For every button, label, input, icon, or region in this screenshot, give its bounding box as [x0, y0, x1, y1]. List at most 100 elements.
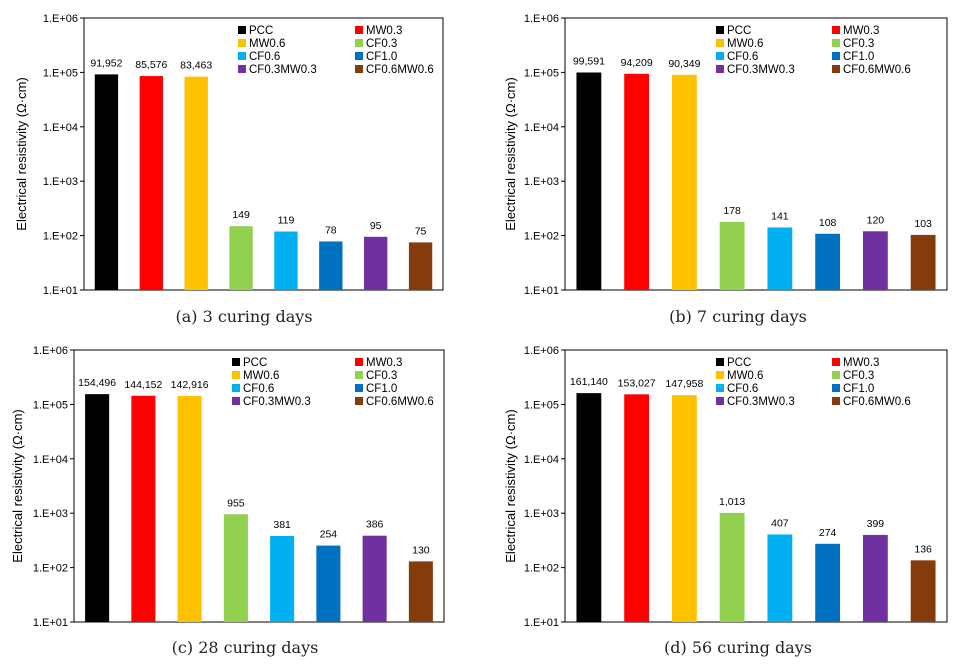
bar-mw0-3 — [131, 395, 156, 622]
legend-swatch — [832, 39, 840, 47]
legend-swatch — [832, 397, 840, 405]
legend-item: CF0.3MW0.3 — [716, 64, 795, 76]
legend-swatch — [832, 26, 840, 34]
bar-cf0-6 — [270, 535, 295, 622]
y-tick-label: 1.E+01 — [524, 285, 559, 297]
legend-item: MW0.6 — [716, 370, 763, 382]
legend-label: CF0.6MW0.6 — [843, 64, 911, 76]
legend-label: CF0.6MW0.6 — [366, 396, 434, 408]
legend-item: PCC — [232, 357, 267, 369]
legend-item: PCC — [238, 25, 273, 37]
legend-item: MW0.6 — [716, 38, 763, 50]
legend-item: CF0.6MW0.6 — [355, 396, 434, 408]
legend-item: CF0.3 — [832, 370, 874, 382]
legend-label: CF0.3 — [843, 38, 874, 50]
y-tick-label: 1.E+05 — [524, 399, 559, 411]
bar-mw0-6 — [184, 76, 208, 290]
legend-swatch — [716, 358, 724, 366]
legend-swatch — [355, 358, 363, 366]
y-tick-label: 1.E+01 — [43, 285, 78, 297]
legend-swatch — [232, 358, 240, 366]
bar-cf0-6mw0-6 — [408, 242, 433, 290]
legend-item: CF0.6 — [716, 383, 758, 395]
y-tick-label: 1.E+04 — [33, 454, 68, 466]
bar-mw0-3 — [624, 73, 650, 290]
legend-swatch — [832, 52, 840, 60]
data-label: 94,209 — [621, 57, 653, 69]
legend-label: CF1.0 — [843, 51, 874, 63]
legend-swatch — [238, 39, 246, 47]
chart-panel-3: 1.E+01 1.E+02 1.E+03 1.E+04 1.E+05 1.E+06 Elec… — [503, 345, 948, 657]
data-label: 153,027 — [618, 377, 656, 389]
data-label: 386 — [366, 519, 384, 531]
legend-label: CF0.6MW0.6 — [366, 64, 434, 76]
bar-cf0-6mw0-6 — [910, 560, 936, 622]
y-tick-label: 1.E+06 — [33, 345, 68, 357]
legend-label: MW0.6 — [727, 38, 763, 50]
y-tick-label: 1.E+06 — [524, 13, 559, 25]
legend-item: CF1.0 — [355, 51, 397, 63]
data-label: 178 — [723, 205, 741, 217]
legend-label: PCC — [249, 25, 273, 37]
legend-item: CF1.0 — [355, 383, 397, 395]
bar-cf0-6mw0-6 — [910, 234, 936, 290]
y-tick-label: 1.E+03 — [524, 508, 559, 520]
y-tick-label: 1.E+06 — [524, 345, 559, 357]
data-label: 955 — [227, 497, 245, 509]
legend-item: CF0.6 — [232, 383, 274, 395]
legend-label: CF1.0 — [843, 383, 874, 395]
bar-pcc — [576, 72, 602, 290]
data-label: 274 — [819, 527, 837, 539]
y-tick-label: 1.E+04 — [524, 454, 559, 466]
plot-area-frame — [564, 349, 948, 623]
data-label: 75 — [415, 225, 427, 237]
panel-caption: (b) 7 curing days — [669, 307, 807, 326]
bar-mw0-6 — [671, 74, 697, 291]
bar-cf0-3mw0-3 — [364, 236, 388, 290]
y-tick-label: 1.E+03 — [43, 176, 78, 188]
legend-swatch — [716, 397, 724, 405]
bar-mw0-6 — [177, 395, 202, 622]
legend-swatch — [355, 384, 363, 392]
legend-label: CF0.6 — [727, 51, 758, 63]
data-label: 90,349 — [668, 58, 700, 70]
legend-label: PCC — [243, 357, 267, 369]
legend-swatch — [716, 26, 724, 34]
legend-item: MW0.6 — [238, 38, 285, 50]
legend-swatch — [238, 52, 246, 60]
legend-label: MW0.6 — [243, 370, 279, 382]
data-label: 99,591 — [573, 55, 605, 67]
legend-label: CF0.3MW0.3 — [727, 396, 795, 408]
y-tick-label: 1.E+05 — [33, 399, 68, 411]
legend-swatch — [232, 397, 240, 405]
legend-swatch — [355, 371, 363, 379]
data-label: 147,958 — [665, 378, 703, 390]
data-label: 399 — [867, 518, 885, 530]
data-label: 161,140 — [570, 376, 608, 388]
chart-panel-1: 1.E+01 1.E+02 1.E+03 1.E+04 1.E+05 1.E+06 Elec… — [503, 13, 948, 326]
panel-caption: (a) 3 curing days — [175, 307, 312, 326]
data-label: 144,152 — [124, 379, 162, 391]
legend-item: CF0.6MW0.6 — [355, 64, 434, 76]
bar-cf0-3 — [719, 221, 745, 290]
y-tick-label: 1.E+02 — [43, 231, 78, 243]
y-tick-label: 1.E+04 — [524, 122, 559, 134]
legend-label: CF0.6MW0.6 — [843, 396, 911, 408]
data-label: 119 — [278, 214, 295, 226]
panel-caption: (d) 56 curing days — [664, 638, 812, 657]
legend-swatch — [355, 65, 363, 73]
y-tick-label: 1.E+05 — [524, 67, 559, 79]
plot-area-frame — [73, 349, 445, 623]
legend-label: CF0.6 — [727, 383, 758, 395]
chart-panel-0: 1.E+01 1.E+02 1.E+03 1.E+04 1.E+05 1.E+06 Elec… — [14, 13, 444, 326]
legend-item: CF0.3MW0.3 — [716, 396, 795, 408]
data-label: 95 — [370, 220, 382, 232]
legend-item: CF0.6MW0.6 — [832, 64, 911, 76]
legend-label: MW0.3 — [843, 25, 879, 37]
data-label: 130 — [412, 544, 430, 556]
legend-label: PCC — [727, 25, 751, 37]
bar-cf0-6 — [274, 231, 298, 290]
legend-swatch — [716, 371, 724, 379]
bar-cf0-3 — [229, 226, 253, 290]
